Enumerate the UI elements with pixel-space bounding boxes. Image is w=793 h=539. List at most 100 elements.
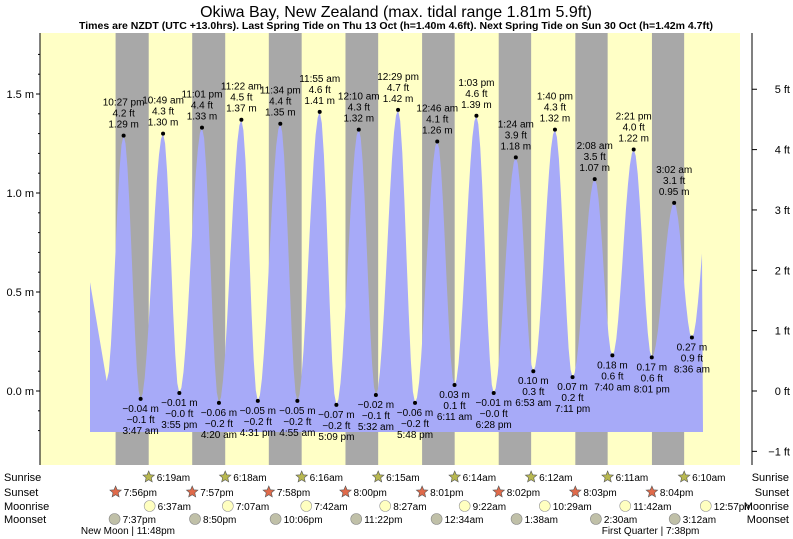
tide-point — [649, 355, 654, 360]
sunset-star-icon — [185, 485, 199, 498]
tide-time: 4:55 am — [279, 428, 315, 439]
tide-area — [90, 109, 703, 433]
tide-m: 1.35 m — [265, 108, 296, 119]
tide-ft: −0.1 ft — [127, 415, 155, 426]
tide-point — [513, 155, 518, 160]
tide-m: 1.39 m — [461, 100, 492, 111]
moonrise-moon-icon — [379, 500, 391, 512]
moonset-moon-icon — [668, 513, 681, 525]
moon-phase-label: New Moon | 11:48pm — [81, 526, 175, 537]
moonrise-row-label: Moonrise — [4, 501, 49, 513]
tide-ft: 3.9 ft — [505, 130, 527, 141]
tide-m: −0.04 m — [122, 404, 158, 415]
tide-point — [413, 400, 418, 405]
moonrise-moon-icon — [619, 500, 632, 512]
chart-subtitle: Times are NZDT (UTC +13.0hrs). Last Spri… — [79, 20, 713, 32]
moonset-row-label-right: Moonset — [747, 514, 789, 526]
tide-point — [278, 121, 283, 126]
right-tick-label: 2 ft — [775, 265, 790, 277]
tide-ft: 4.7 ft — [387, 83, 409, 94]
low-tide-label: 0.03 m0.1 ft6:11 am — [437, 383, 472, 423]
sunrise-time: 6:10am — [692, 473, 725, 484]
tide-ft: 0.6 ft — [601, 371, 623, 382]
sunrise-star-icon — [677, 470, 691, 483]
high-tide-label: 12:46 am4.1 ft1.26 m — [416, 104, 458, 144]
tide-time: 11:55 am — [299, 74, 340, 85]
tide-time: 4:31 pm — [240, 428, 276, 439]
tide-m: 1.33 m — [187, 112, 218, 123]
moonset-moon-icon — [350, 513, 363, 525]
tide-point — [356, 127, 361, 132]
high-tide-label: 3:02 am3.1 ft0.95 m — [656, 165, 692, 205]
sunrise-star-icon — [295, 470, 309, 483]
tide-point — [672, 200, 677, 205]
sunset-star-icon — [339, 485, 352, 498]
moonset-moon-icon — [108, 513, 121, 525]
moonset-time: 8:50pm — [203, 515, 236, 526]
tide-ft: −0.2 ft — [244, 417, 272, 428]
moonset-time: 11:22pm — [364, 515, 402, 526]
high-tide-label: 12:29 pm4.7 ft1.42 m — [377, 72, 419, 112]
tide-time: 8:36 am — [674, 365, 710, 376]
tide-time: 7:40 am — [594, 382, 630, 393]
moonset-time: 12:34am — [445, 515, 484, 526]
tide-m: 1.18 m — [501, 141, 532, 152]
tide-m: −0.02 m — [358, 400, 394, 411]
moonset-moon-icon — [510, 513, 523, 525]
high-tide-label: 10:27 pm4.2 ft1.29 m — [103, 98, 144, 138]
tide-time: 11:34 pm — [260, 86, 301, 97]
tide-point — [199, 125, 204, 130]
tide-point — [592, 177, 597, 182]
right-axis-strip — [740, 29, 752, 465]
tide-point — [216, 400, 221, 405]
sunset-star-icon — [568, 485, 582, 498]
tide-point — [689, 335, 694, 340]
low-tide-label: 0.07 m0.2 ft7:11 pm — [555, 375, 590, 415]
left-tick-label: 0.0 m — [6, 386, 34, 398]
low-tide-label: −0.06 m−0.2 ft4:20 am — [201, 400, 237, 441]
tide-point — [531, 369, 536, 374]
low-tide-label: −0.04 m−0.1 ft3:47 am — [122, 396, 159, 437]
tide-ft: −0.2 ft — [205, 419, 233, 430]
tide-ft: 3.5 ft — [584, 152, 606, 163]
high-tide-label: 1:24 am3.9 ft1.18 m — [498, 119, 534, 160]
sunrise-time: 6:16am — [310, 473, 343, 484]
low-tide-label: −0.06 m−0.2 ft5:48 pm — [397, 400, 433, 441]
chart-title: Okiwa Bay, New Zealand (max. tidal range… — [200, 4, 592, 21]
tide-m: 1.42 m — [383, 94, 414, 105]
low-tide-label: −0.01 m−0.0 ft6:28 pm — [475, 390, 512, 431]
sun-moon-events: Sunrise Sunrise Sunset Sunset Moonrise Moonri… — [4, 470, 789, 537]
moonrise-moon-icon — [222, 500, 234, 512]
tide-m: 1.29 m — [108, 120, 139, 131]
tide-ft: −0.0 ft — [165, 409, 193, 420]
tide-m: −0.07 m — [318, 410, 354, 421]
tide-m: 1.26 m — [422, 126, 453, 137]
tide-m: 0.27 m — [677, 343, 708, 354]
high-tide-label: 11:22 am4.5 ft1.37 m — [221, 82, 262, 122]
high-tide-label: 10:49 am4.3 ft1.30 m — [142, 96, 184, 136]
left-tick-label: 1.0 m — [6, 188, 34, 200]
sunrise-star-icon — [524, 470, 538, 483]
tide-time: 2:08 am — [577, 141, 613, 152]
tide-time: 8:01 pm — [634, 384, 670, 395]
moonrise-time: 12:57pm — [714, 502, 753, 513]
moonset-time: 10:06pm — [284, 515, 323, 526]
high-tide-label: 11:01 pm4.4 ft1.33 m — [182, 90, 222, 130]
tide-ft: 4.4 ft — [191, 101, 213, 112]
tide-m: 1.41 m — [304, 96, 335, 107]
sunrise-star-icon — [142, 470, 156, 483]
sunrise-star-icon — [371, 470, 385, 483]
tide-time: 1:03 pm — [458, 78, 494, 89]
low-tide-label: 0.18 m0.6 ft7:40 am — [594, 353, 630, 393]
sunset-time: 7:57pm — [200, 488, 233, 499]
low-tide-label: 0.17 m0.6 ft8:01 pm — [634, 355, 670, 395]
tide-m: 1.07 m — [579, 163, 610, 174]
moonset-moon-icon — [590, 513, 602, 525]
moonrise-time: 11:42am — [633, 502, 671, 513]
tide-time: 4:20 am — [201, 430, 237, 441]
sunset-star-icon — [492, 485, 506, 498]
tide-point — [610, 353, 615, 358]
tide-ft: −0.2 ft — [283, 417, 311, 428]
tide-ft: 4.5 ft — [230, 93, 252, 104]
sunset-time: 8:03pm — [583, 488, 616, 499]
